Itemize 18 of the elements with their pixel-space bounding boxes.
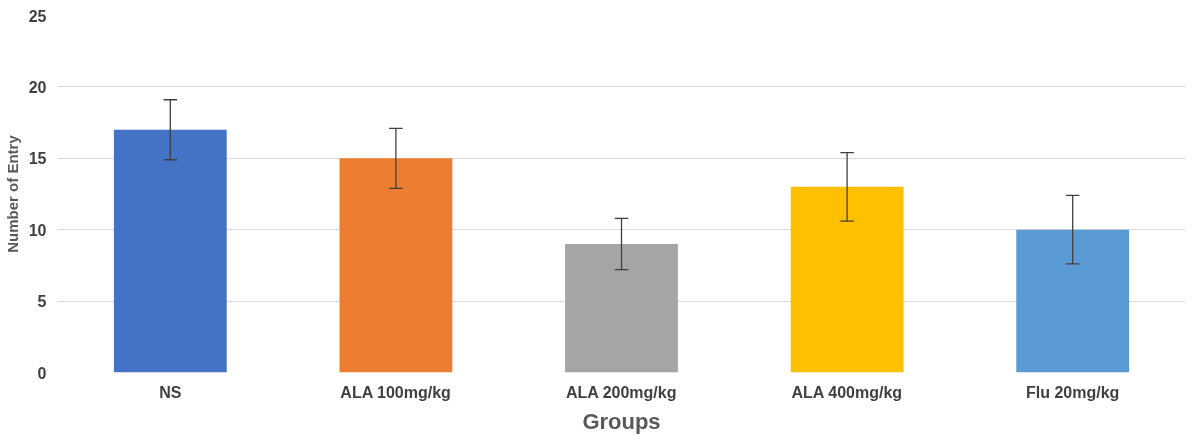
bar [565, 243, 678, 373]
x-tick-label: ALA 400mg/kg [791, 383, 903, 401]
x-axis-title: Groups [582, 408, 661, 434]
x-tick-label: Flu 20mg/kg [1026, 383, 1120, 401]
bar [1016, 229, 1130, 373]
x-tick-label: ALA 200mg/kg [565, 383, 677, 401]
y-tick-label: 5 [37, 293, 47, 311]
y-tick-label: 15 [28, 150, 47, 168]
y-tick-label: 0 [37, 364, 47, 382]
y-axis-title: Number of Entry [3, 134, 21, 253]
bar [339, 158, 453, 373]
x-tick-label: NS [159, 383, 182, 401]
bar [113, 129, 227, 373]
x-tick-label: ALA 100mg/kg [340, 383, 451, 401]
y-tick-label: 25 [28, 7, 47, 25]
bar [790, 186, 904, 373]
y-tick-label: 10 [28, 221, 47, 239]
y-tick-label: 20 [28, 78, 47, 96]
